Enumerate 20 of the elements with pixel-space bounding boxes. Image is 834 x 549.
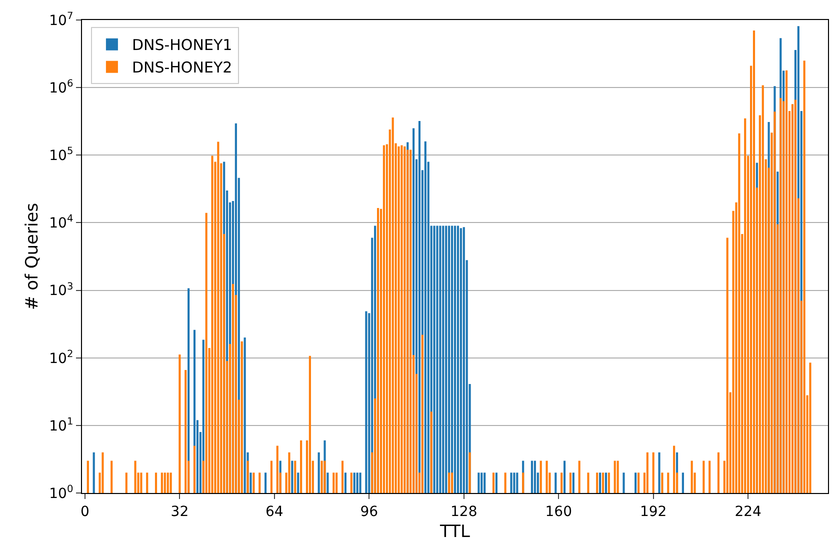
x-tick-label: 128 xyxy=(450,504,478,520)
x-tick-label: 0 xyxy=(80,504,90,520)
y-tick-label: 10$^{6}$ xyxy=(49,78,74,96)
x-tick-label: 96 xyxy=(360,504,378,520)
x-tick-label: 224 xyxy=(734,504,762,520)
legend-label: DNS-HONEY2 xyxy=(132,58,232,77)
y-axis-title: # of Queries xyxy=(22,202,43,310)
legend-label: DNS-HONEY1 xyxy=(132,36,232,54)
y-tick-label: 10$^{7}$ xyxy=(49,11,74,29)
x-tick-label: 32 xyxy=(170,504,189,520)
y-tick-label: 10$^{3}$ xyxy=(49,281,74,300)
y-tick-label: 10$^{0}$ xyxy=(49,484,74,502)
y-tick-label: 10$^{5}$ xyxy=(49,146,74,164)
y-tick-label: 10$^{1}$ xyxy=(49,416,74,434)
x-tick-label: 64 xyxy=(266,504,284,520)
x-tick-label: 192 xyxy=(640,504,667,520)
x-axis-title: TTL xyxy=(439,522,470,542)
y-tick-label: 10$^{4}$ xyxy=(49,214,74,232)
x-tick-label: 160 xyxy=(545,504,572,520)
y-tick-label: 10$^{2}$ xyxy=(49,348,74,367)
